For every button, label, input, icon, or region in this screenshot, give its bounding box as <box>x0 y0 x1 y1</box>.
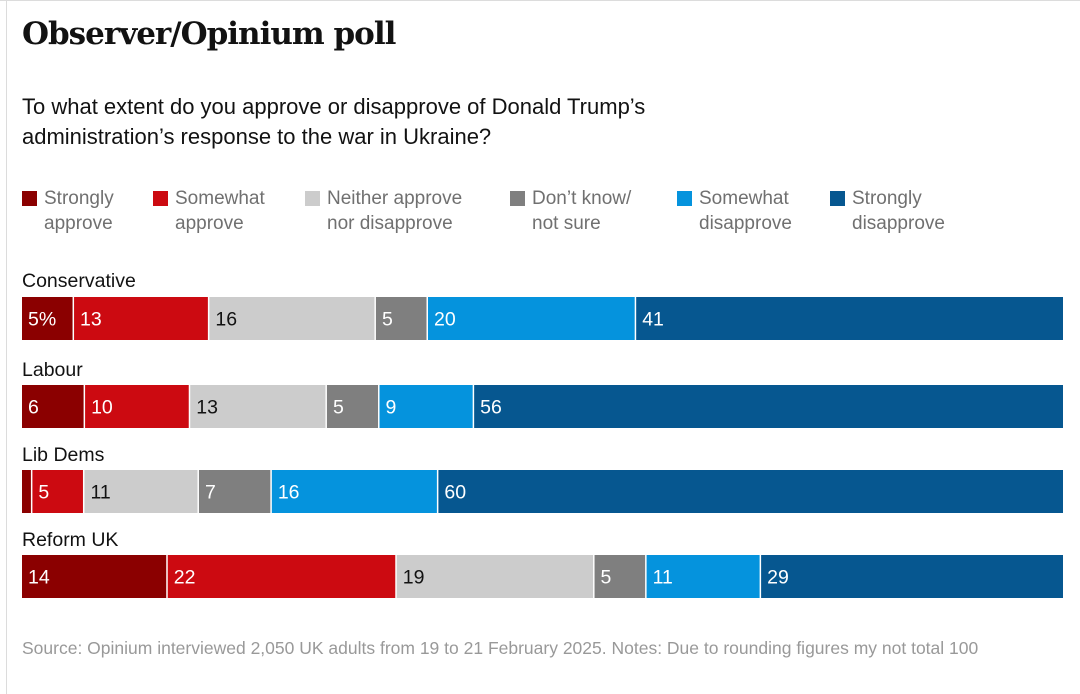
bar-labour-strongly-disapprove <box>474 385 1063 428</box>
legend-label-line2: approve <box>44 213 113 234</box>
legend-label-line2: approve <box>175 213 244 234</box>
bar-labour-somewhat-approve <box>85 385 189 428</box>
value-label-reform-uk-strongly-disapprove: 29 <box>767 567 789 589</box>
legend-label-line2: disapprove <box>699 213 792 234</box>
bar-lib-dems-neither-approve-nor-disapprove <box>84 470 198 513</box>
bar-lib-dems-don-t-know-not-sure <box>198 470 271 513</box>
value-label-reform-uk-somewhat-disapprove: 11 <box>653 567 673 589</box>
value-label-labour-strongly-disapprove: 56 <box>480 397 502 419</box>
bar-reform-uk-strongly-disapprove <box>761 555 1063 598</box>
value-label-labour-strongly-approve: 6 <box>28 397 39 419</box>
legend-label-line1: Neither approve <box>327 188 463 209</box>
category-label-lib-dems: Lib Dems <box>22 444 105 466</box>
legend-label-line1: Strongly <box>852 188 922 209</box>
bar-conservative-strongly-disapprove <box>636 297 1063 340</box>
value-label-conservative-don-t-know-not-sure: 5 <box>382 309 393 331</box>
value-label-labour-don-t-know-not-sure: 5 <box>333 397 344 419</box>
stacked-bar-chart: Conservative 5% 13 16 5 20 41 Labour 6 10 13 5 9 56 Li… <box>22 270 1063 598</box>
value-label-reform-uk-neither-approve-nor-disapprove: 19 <box>403 567 425 589</box>
bar-labour-strongly-approve <box>22 385 84 428</box>
value-label-lib-dems-don-t-know-not-sure: 7 <box>205 482 216 504</box>
value-label-labour-somewhat-approve: 10 <box>91 397 113 419</box>
legend-item-dont-know: Don’t know/ not sure <box>510 186 631 236</box>
legend-label-line1: Somewhat <box>699 188 789 209</box>
value-label-conservative-somewhat-disapprove: 20 <box>434 309 456 331</box>
bar-lib-dems-somewhat-approve <box>32 470 83 513</box>
legend-item-neither: Neither approve nor disapprove <box>305 186 462 236</box>
value-label-lib-dems-neither-approve-nor-disapprove: 11 <box>90 482 110 504</box>
legend-swatch-strongly-disapprove <box>830 191 845 206</box>
bar-reform-uk-somewhat-disapprove <box>646 555 760 598</box>
bar-conservative-strongly-approve <box>22 297 73 340</box>
legend-swatch-strongly-approve <box>22 191 37 206</box>
legend-swatch-somewhat-disapprove <box>677 191 692 206</box>
value-label-lib-dems-somewhat-disapprove: 16 <box>278 482 300 504</box>
bar-lib-dems-strongly-approve <box>22 470 31 513</box>
legend-label-line1: Don’t know/ <box>532 188 632 209</box>
value-label-reform-uk-somewhat-approve: 22 <box>174 567 196 589</box>
legend-label-line2: not sure <box>532 213 601 234</box>
left-border <box>6 0 7 694</box>
bar-labour-don-t-know-not-sure <box>326 385 379 428</box>
bar-conservative-somewhat-disapprove <box>427 297 635 340</box>
value-label-conservative-neither-approve-nor-disapprove: 16 <box>215 309 237 331</box>
legend-item-strongly-approve: Strongly approve <box>22 186 114 236</box>
bar-reform-uk-don-t-know-not-sure <box>594 555 646 598</box>
bar-reform-uk-neither-approve-nor-disapprove <box>396 555 594 598</box>
value-label-conservative-strongly-disapprove: 41 <box>642 309 664 331</box>
chart-subtitle: To what extent do you approve or disappr… <box>22 94 646 149</box>
bar-lib-dems-strongly-disapprove <box>438 470 1063 513</box>
legend-item-somewhat-disapprove: Somewhat disapprove <box>677 186 792 236</box>
bar-conservative-somewhat-approve <box>74 297 208 340</box>
legend-swatch-somewhat-approve <box>153 191 168 206</box>
value-label-reform-uk-strongly-approve: 14 <box>28 567 50 589</box>
bar-conservative-neither-approve-nor-disapprove <box>209 297 375 340</box>
bar-labour-somewhat-disapprove <box>379 385 473 428</box>
value-label-lib-dems-strongly-disapprove: 60 <box>444 482 466 504</box>
legend-label-line2: disapprove <box>852 213 945 234</box>
bar-conservative-don-t-know-not-sure <box>375 297 427 340</box>
category-label-labour: Labour <box>22 359 83 381</box>
legend-label-line1: Strongly <box>44 188 114 209</box>
bar-reform-uk-somewhat-approve <box>167 555 396 598</box>
legend-swatch-neither <box>305 191 320 206</box>
value-label-labour-somewhat-disapprove: 9 <box>386 397 397 419</box>
legend-label-line2: nor disapprove <box>327 213 453 234</box>
legend-item-somewhat-approve: Somewhat approve <box>153 186 265 236</box>
bar-reform-uk-strongly-approve <box>22 555 167 598</box>
legend: Strongly approve Somewhat approve Neithe… <box>22 186 1062 242</box>
legend-label-line1: Somewhat <box>175 188 265 209</box>
bar-labour-neither-approve-nor-disapprove <box>190 385 326 428</box>
bar-lib-dems-somewhat-disapprove <box>271 470 437 513</box>
category-label-conservative: Conservative <box>22 270 136 292</box>
value-label-conservative-strongly-approve: 5% <box>28 309 56 331</box>
category-label-reform-uk: Reform UK <box>22 529 118 551</box>
source-note: Source: Opinium interviewed 2,050 UK adu… <box>22 638 979 658</box>
chart-title: Observer/Opinium poll <box>22 16 396 52</box>
top-rule <box>0 0 1080 1</box>
legend-item-strongly-disapprove: Strongly disapprove <box>830 186 945 236</box>
value-label-lib-dems-somewhat-approve: 5 <box>38 482 49 504</box>
value-label-reform-uk-don-t-know-not-sure: 5 <box>601 567 612 589</box>
legend-swatch-dont-know <box>510 191 525 206</box>
value-label-labour-neither-approve-nor-disapprove: 13 <box>196 397 218 419</box>
value-label-conservative-somewhat-approve: 13 <box>80 309 102 331</box>
